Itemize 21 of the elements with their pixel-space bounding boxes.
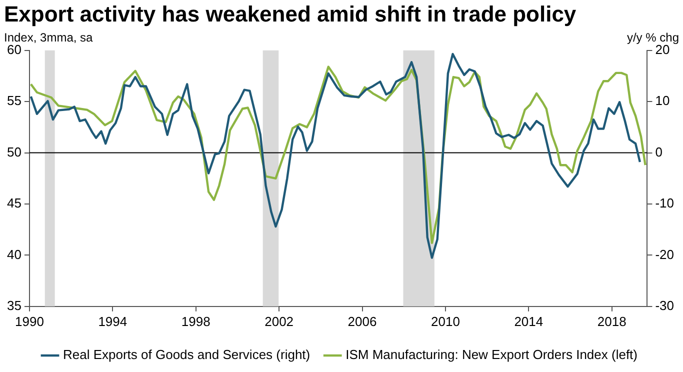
x-tick-label: 2018 xyxy=(597,314,626,329)
y2-tick-label: -30 xyxy=(655,298,674,313)
x-tick-label: 2010 xyxy=(430,314,460,329)
chart-title: Export activity has weakened amid shift in trade policy xyxy=(4,1,577,26)
x-tick-label: 2006 xyxy=(348,314,377,329)
x-tick-label: 1994 xyxy=(98,314,128,329)
y-tick-label: 50 xyxy=(6,144,22,160)
y-tick-label: 55 xyxy=(6,93,22,108)
y-tick-label: 35 xyxy=(6,298,22,313)
y-tick-label: 40 xyxy=(6,246,22,262)
x-tick-label: 2014 xyxy=(514,314,544,329)
x-tick-label: 1998 xyxy=(181,314,210,329)
legend-label: ISM Manufacturing: New Export Orders Index (left) xyxy=(346,347,638,362)
legend-label: Real Exports of Goods and Services (right) xyxy=(63,347,310,362)
x-tick-label: 1990 xyxy=(15,314,44,329)
y2-tick-label: 0 xyxy=(655,144,662,160)
y2-tick-label: -10 xyxy=(655,196,674,211)
y2-tick-label: -20 xyxy=(655,246,674,262)
y2-tick-label: 10 xyxy=(655,93,670,108)
y-tick-label: 45 xyxy=(6,196,22,211)
x-tick-label: 2002 xyxy=(264,314,294,329)
